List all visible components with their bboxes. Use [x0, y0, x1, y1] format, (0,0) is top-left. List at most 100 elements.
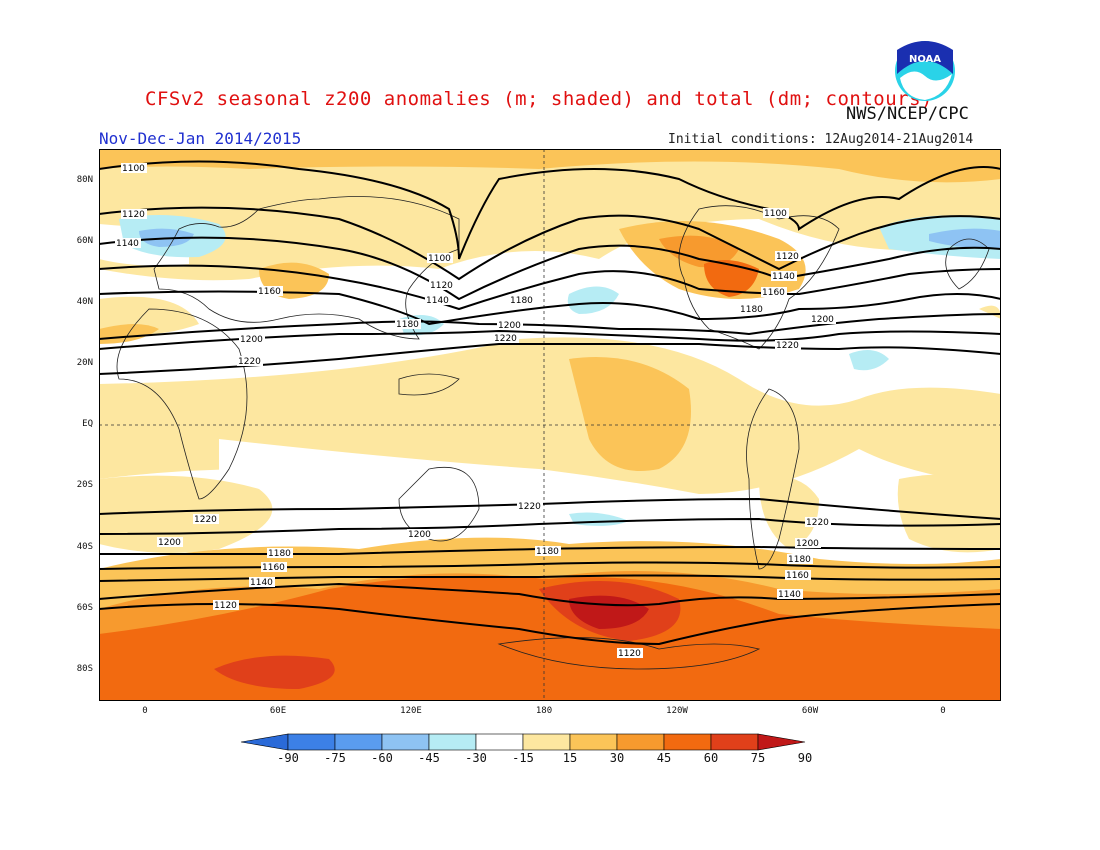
colorbar-tick-label: 75: [750, 751, 766, 765]
contour-label: 1160: [257, 286, 283, 297]
svg-text:1220: 1220: [494, 334, 517, 344]
contour-label: 1140: [777, 589, 803, 600]
lat-label-80n: 80N: [76, 175, 93, 185]
colorbar-cell: [381, 733, 430, 751]
colorbar-tick-label: -90: [277, 751, 299, 765]
colorbar-tick-label: -15: [512, 751, 534, 765]
contour-label: 1140: [249, 577, 275, 588]
color-bar: [240, 733, 806, 751]
lon-label-60w: 60W: [801, 706, 819, 716]
colorbar-cell: [616, 733, 665, 751]
contour-label: 1120: [775, 251, 801, 262]
contour-label: 1120: [213, 600, 239, 611]
colorbar-cell: [428, 733, 477, 751]
svg-text:1220: 1220: [238, 357, 261, 367]
contour-label: 1200: [239, 334, 265, 345]
svg-text:1140: 1140: [116, 239, 139, 249]
colorbar-cell: [475, 733, 524, 751]
colorbar-arrow-high: [757, 733, 806, 751]
contour-label: 1180: [267, 548, 293, 559]
svg-text:1100: 1100: [428, 254, 451, 264]
contour-label: 1200: [497, 320, 523, 331]
contour-label: 1220: [237, 356, 263, 367]
initial-conditions: Initial conditions: 12Aug2014-21Aug2014: [668, 132, 974, 147]
contour-labels: 1100 1120 1140 1100 1160 1120 1140 1180 …: [115, 163, 836, 659]
svg-text:1180: 1180: [268, 549, 291, 559]
svg-text:1200: 1200: [796, 539, 819, 549]
colorbar-cell: [287, 733, 336, 751]
map-title: CFSv2 seasonal z200 anomalies (m; shaded…: [145, 88, 933, 110]
contour-label: 1220: [517, 501, 543, 512]
svg-text:1220: 1220: [518, 502, 541, 512]
colorbar-cell: [522, 733, 571, 751]
colorbar-tick-label: 90: [797, 751, 813, 765]
contour-label: 1200: [157, 537, 183, 548]
svg-text:1140: 1140: [250, 578, 273, 588]
svg-text:1200: 1200: [158, 538, 181, 548]
forecast-period: Nov-Dec-Jan 2014/2015: [99, 129, 302, 148]
svg-text:1200: 1200: [498, 321, 521, 331]
svg-text:1220: 1220: [776, 341, 799, 351]
svg-text:1120: 1120: [430, 281, 453, 291]
lat-label-20s: 20S: [76, 480, 93, 490]
svg-text:1160: 1160: [762, 288, 785, 298]
contour-label: 1120: [121, 209, 147, 220]
svg-text:1140: 1140: [772, 272, 795, 282]
svg-text:1100: 1100: [764, 209, 787, 219]
lon-label-0-east: 0: [940, 706, 946, 716]
svg-text:1180: 1180: [788, 555, 811, 565]
contour-label: 1100: [121, 163, 147, 174]
contour-label: 1220: [805, 517, 831, 528]
contour-label: 1140: [425, 295, 451, 306]
contour-label: 1140: [115, 238, 141, 249]
colorbar-tick-label: -60: [371, 751, 393, 765]
colorbar-tick-label: 30: [609, 751, 625, 765]
contour-label: 1160: [761, 287, 787, 298]
contour-label: 1200: [795, 538, 821, 549]
lat-label-60s: 60S: [76, 603, 93, 613]
lon-label-120w: 120W: [666, 706, 688, 716]
contour-label: 1140: [771, 271, 797, 282]
contour-label: 1180: [509, 295, 535, 306]
lat-label-40s: 40S: [76, 542, 93, 552]
svg-text:1180: 1180: [396, 320, 419, 330]
contour-label: 1180: [395, 319, 421, 330]
svg-text:1180: 1180: [510, 296, 533, 306]
contour-label: 1220: [193, 514, 219, 525]
contour-label: 1220: [775, 340, 801, 351]
contour-label: 1100: [763, 208, 789, 219]
logo-text: NOAA: [909, 54, 941, 65]
svg-text:1160: 1160: [262, 563, 285, 573]
svg-text:1140: 1140: [426, 296, 449, 306]
svg-text:1120: 1120: [618, 649, 641, 659]
svg-text:1120: 1120: [122, 210, 145, 220]
colorbar-tick-label: -30: [465, 751, 487, 765]
svg-text:1180: 1180: [740, 305, 763, 315]
anomaly-map: 1100 1120 1140 1100 1160 1120 1140 1180 …: [99, 149, 1001, 701]
map-frame: [99, 149, 1001, 701]
colorbar-tick-label: -75: [324, 751, 346, 765]
lon-label-0: 0: [142, 706, 148, 716]
svg-text:1200: 1200: [240, 335, 263, 345]
lat-label-20n: 20N: [76, 358, 93, 368]
colorbar-tick-label: 45: [656, 751, 672, 765]
lat-label-80s: 80S: [76, 664, 93, 674]
contour-label: 1160: [261, 562, 287, 573]
svg-text:1140: 1140: [778, 590, 801, 600]
colorbar-cell: [334, 733, 383, 751]
contour-label: 1200: [810, 314, 836, 325]
lat-label-40n: 40N: [76, 297, 93, 307]
lat-label-60n: 60N: [76, 236, 93, 246]
lat-label-eq: EQ: [82, 419, 93, 429]
colorbar-cell: [710, 733, 759, 751]
colorbar-tick-label: -45: [418, 751, 440, 765]
svg-text:1120: 1120: [776, 252, 799, 262]
svg-text:1180: 1180: [536, 547, 559, 557]
colorbar-tick-label: 15: [562, 751, 578, 765]
contour-label: 1200: [407, 529, 433, 540]
colorbar-cell: [663, 733, 712, 751]
noaa-logo-icon: NOAA: [895, 41, 955, 101]
svg-text:1200: 1200: [408, 530, 431, 540]
contour-label: 1100: [427, 253, 453, 264]
svg-text:1160: 1160: [258, 287, 281, 297]
